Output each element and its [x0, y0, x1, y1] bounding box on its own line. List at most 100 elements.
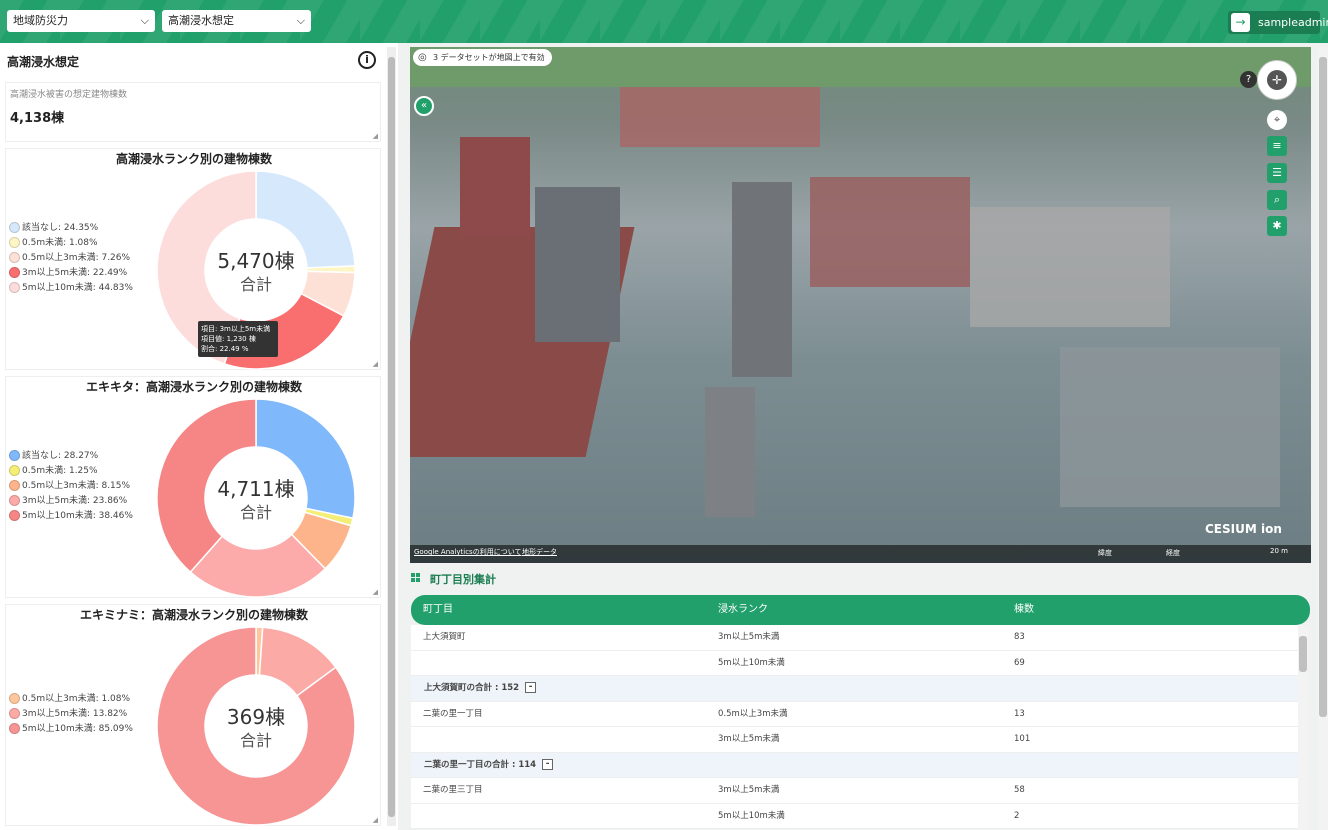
resize-handle-icon[interactable]: ◢	[372, 360, 378, 368]
table-row: 二葉の里一丁目 0.5m以上3m未満 13	[411, 701, 1300, 727]
legend-item[interactable]: 3m以上5m未満: 23.86%	[9, 495, 133, 510]
section-title: 町丁目別集計	[430, 573, 496, 586]
donut-slice-3[interactable]	[189, 533, 327, 598]
table-row: 5m以上10m未満 2	[411, 803, 1300, 829]
map-building	[460, 137, 530, 237]
help-icon[interactable]: ?	[1240, 71, 1257, 88]
page-scrollbar[interactable]	[1318, 47, 1328, 830]
legend-swatch	[9, 282, 20, 293]
table-row: 上大須賀町 3m以上5m未満 83	[411, 625, 1300, 651]
table-body: 上大須賀町 3m以上5m未満 83 5m以上10m未満 69 上大須賀町の合計 : 152…	[411, 625, 1300, 829]
chevron-down-icon: ⌵	[296, 14, 305, 27]
legend-item[interactable]: 3m以上5m未満: 22.49%	[9, 267, 133, 282]
table-scrollbar[interactable]	[1298, 626, 1308, 830]
scenario-select[interactable]: 高潮浸水想定 ⌵	[162, 10, 311, 32]
terrain-data-link[interactable]: 地形データ	[522, 548, 557, 556]
area-summary-table: 町丁目 浸水ランク 棟数 上大須賀町 3m以上5m未満 83 5m以上10m未満 69 上…	[411, 595, 1310, 829]
legend-item[interactable]: 5m以上10m未満: 85.09%	[9, 723, 133, 738]
column-header-area[interactable]: 町丁目	[423, 604, 453, 615]
legend-swatch	[9, 693, 20, 704]
map-building	[535, 187, 620, 342]
subtotal-row: 二葉の里一丁目の合計 : 114-	[411, 752, 1300, 778]
scrollbar-thumb[interactable]	[388, 57, 395, 817]
map-building	[1060, 347, 1280, 507]
legend-item[interactable]: 0.5m未満: 1.25%	[9, 465, 133, 480]
legend-label: 3m以上5m未満: 23.86%	[22, 496, 128, 506]
panel-title: 高潮浸水想定	[7, 55, 80, 69]
donut-slice-4[interactable]	[156, 398, 257, 574]
chart-title: 高潮浸水ランク別の建物棟数	[115, 152, 272, 166]
donut-slice-0[interactable]	[255, 170, 356, 269]
3d-map-view[interactable]	[410, 47, 1311, 563]
table-row: 二葉の里三丁目 3m以上5m未満 58	[411, 778, 1300, 804]
list-icon[interactable]: ☰	[1267, 163, 1287, 183]
left-panel-scrollbar[interactable]	[387, 47, 396, 826]
tooltip-line: 割合: 22.49 %	[201, 345, 249, 353]
resize-handle-icon[interactable]: ◢	[372, 132, 378, 140]
legend-label: 3m以上5m未満: 13.82%	[22, 709, 128, 719]
legend-label: 5m以上10m未満: 44.83%	[22, 283, 133, 293]
chart-card-ekiminami: エキミナミ：高潮浸水ランク別の建物棟数 0.5m以上3m未満: 1.08% 3m以…	[5, 604, 381, 826]
legend-swatch	[9, 237, 20, 248]
table-row: 5m以上10m未満 69	[411, 650, 1300, 676]
column-header-rank[interactable]: 浸水ランク	[718, 604, 768, 615]
analytics-link[interactable]: Google Analyticsの利用について	[414, 548, 522, 556]
legend-swatch	[9, 480, 20, 491]
legend-swatch	[9, 465, 20, 476]
legend-item[interactable]: 該当なし: 24.35%	[9, 222, 133, 237]
map-hills	[410, 47, 1311, 87]
locate-icon[interactable]: ⌖	[1267, 110, 1287, 130]
legend-label: 0.5m以上3m未満: 1.08%	[22, 694, 131, 704]
cell-count: 101	[1014, 734, 1031, 744]
collapse-toggle-icon[interactable]: -	[542, 758, 554, 770]
chart-legend: 該当なし: 28.27% 0.5m未満: 1.25% 0.5m以上3m未満: 8.1…	[9, 450, 133, 525]
legend-item[interactable]: 0.5m以上3m未満: 1.08%	[9, 693, 133, 708]
resize-handle-icon[interactable]: ◢	[372, 816, 378, 824]
legend-label: 0.5m未満: 1.25%	[22, 466, 98, 476]
compass-control[interactable]: ✛	[1257, 60, 1297, 100]
scrollbar-thumb[interactable]	[1299, 636, 1307, 672]
cell-rank: 5m以上10m未満	[718, 810, 785, 821]
legend-item[interactable]: 5m以上10m未満: 44.83%	[9, 282, 133, 297]
app-header	[0, 0, 1328, 43]
legend-item[interactable]: 0.5m以上3m未満: 8.15%	[9, 480, 133, 495]
dataset-badge-label: 3 データセットが地図上で有効	[433, 53, 545, 62]
chart-card-ekikita: エキキタ：高潮浸水ランク別の建物棟数 該当なし: 28.27% 0.5m未満: 1…	[5, 376, 381, 598]
search-icon[interactable]: ⌕	[1267, 190, 1287, 210]
resize-handle-icon[interactable]: ◢	[372, 588, 378, 596]
legend-label: 該当なし: 28.27%	[22, 451, 99, 461]
column-header-count[interactable]: 棟数	[1014, 604, 1034, 615]
legend-item[interactable]: 0.5m以上3m未満: 7.26%	[9, 252, 133, 267]
region-select[interactable]: 地域防災力 ⌵	[7, 10, 155, 32]
collapse-panel-button[interactable]: «	[414, 96, 434, 116]
share-icon[interactable]: ✱	[1267, 216, 1287, 236]
cell-count: 83	[1014, 632, 1025, 642]
dataset-badge[interactable]: ◎ 3 データセットが地図上で有効	[413, 49, 552, 66]
legend-item[interactable]: 5m以上10m未満: 38.46%	[9, 510, 133, 525]
cell-count: 69	[1014, 657, 1025, 668]
donut-slice-4[interactable]	[156, 170, 257, 365]
signal-icon: ◎	[418, 52, 427, 63]
legend-label: 5m以上10m未満: 38.46%	[22, 511, 133, 521]
donut-center-value: 5,470棟	[217, 249, 294, 273]
legend-item[interactable]: 該当なし: 28.27%	[9, 450, 133, 465]
cell-count: 13	[1014, 708, 1025, 719]
legend-swatch	[9, 267, 20, 278]
donut-slice-2[interactable]	[156, 626, 356, 826]
layer-settings-icon[interactable]: ≡	[1267, 136, 1287, 156]
user-menu-button[interactable]: → sampleadmin	[1228, 11, 1328, 34]
tooltip-line: 項目: 3m以上5m未満	[201, 325, 271, 333]
subtotal-label: 上大須賀町の合計 : 152-	[424, 676, 537, 701]
login-icon: →	[1231, 13, 1250, 32]
legend-item[interactable]: 0.5m未満: 1.08%	[9, 237, 133, 252]
scrollbar-thumb[interactable]	[1319, 57, 1327, 717]
legend-item[interactable]: 3m以上5m未満: 13.82%	[9, 708, 133, 723]
collapse-toggle-icon[interactable]: -	[525, 682, 537, 693]
legend-swatch	[9, 252, 20, 263]
info-icon[interactable]: i	[358, 51, 376, 69]
donut-slice-0[interactable]	[255, 398, 356, 520]
table-row: 3m以上5m未満 101	[411, 727, 1300, 753]
